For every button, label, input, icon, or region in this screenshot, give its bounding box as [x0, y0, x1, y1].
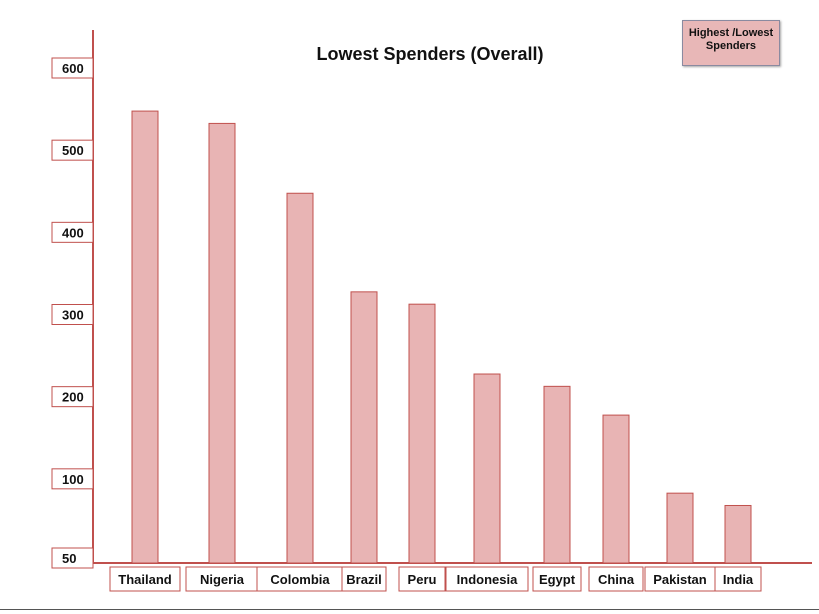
y-tick-label: 300 — [62, 308, 84, 323]
x-tick-label: Brazil — [346, 572, 381, 587]
x-tick-label: China — [598, 572, 635, 587]
bar — [724, 504, 752, 564]
y-tick-label: 400 — [62, 225, 84, 240]
bar — [286, 192, 314, 564]
x-tick-label: India — [723, 572, 754, 587]
bar — [350, 291, 378, 564]
y-tick-box — [51, 547, 94, 569]
x-tick-label: Egypt — [539, 572, 576, 587]
x-tick-label: Nigeria — [200, 572, 245, 587]
x-tick-box — [532, 566, 582, 592]
y-tick-box — [51, 139, 94, 161]
bottom-rule — [0, 609, 819, 610]
y-tick-box — [51, 386, 94, 408]
x-tick-box — [398, 566, 446, 592]
bar — [543, 385, 571, 564]
x-tick-box — [341, 566, 387, 592]
bar — [473, 373, 501, 564]
y-tick-label: 200 — [62, 390, 84, 405]
x-tick-label: Colombia — [270, 572, 330, 587]
x-tick-label: Indonesia — [457, 572, 518, 587]
x-tick-box — [185, 566, 259, 592]
y-tick-label: 50 — [62, 551, 76, 566]
y-tick-box — [51, 468, 94, 490]
chart-title: Lowest Spenders (Overall) — [316, 44, 544, 64]
x-tick-box — [588, 566, 644, 592]
y-tick-label: 100 — [62, 472, 84, 487]
y-tick-label: 500 — [62, 143, 84, 158]
x-tick-label: Thailand — [118, 572, 172, 587]
bar — [208, 122, 236, 564]
legend-line-2: Spenders — [705, 40, 757, 52]
x-tick-box — [445, 566, 529, 592]
x-tick-label: Peru — [408, 572, 437, 587]
x-tick-box — [714, 566, 762, 592]
bar — [666, 492, 694, 564]
bar — [408, 303, 436, 564]
x-tick-box — [256, 566, 344, 592]
y-tick-box — [51, 57, 94, 79]
y-tick-box — [51, 221, 94, 243]
x-tick-label: Pakistan — [653, 572, 707, 587]
y-tick-box — [51, 304, 94, 325]
y-tick-label: 600 — [62, 61, 84, 76]
legend-line-1: Highest /Lowest — [688, 27, 774, 39]
x-tick-box — [109, 566, 181, 592]
bar — [131, 110, 159, 564]
legend-box: Highest /Lowest Spenders — [682, 20, 780, 66]
bar — [602, 414, 630, 564]
